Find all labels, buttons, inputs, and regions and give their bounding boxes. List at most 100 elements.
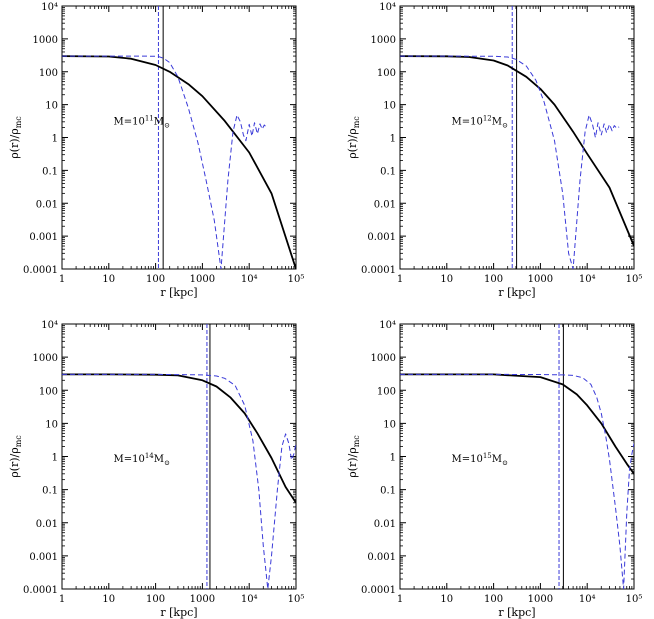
annot-sun-symbol: ⊙: [164, 459, 170, 467]
y-tick-label: 0.1: [42, 486, 58, 497]
y-axis-label: ρ(r)/ρmc: [346, 116, 361, 159]
y-tick-label: 10⁴: [379, 320, 396, 331]
series-dashed-line: [400, 55, 620, 269]
annot-unit: M: [492, 116, 502, 127]
y-axis-label-main: ρ(r)/ρ: [346, 447, 359, 477]
y-tick-label: 1: [52, 134, 58, 145]
annot-prefix: M=10: [451, 116, 482, 127]
y-tick-label: 1: [390, 453, 396, 464]
y-axis-label: ρ(r)/ρmc: [346, 435, 361, 478]
y-tick-label: 1: [390, 134, 396, 145]
annot-prefix: M=10: [113, 116, 144, 127]
series-solid-line: [400, 55, 634, 247]
y-tick-label: 0.01: [36, 199, 58, 210]
y-tick-label: 0.001: [29, 232, 58, 243]
y-tick-label: 100: [39, 68, 58, 79]
annot-unit: M: [154, 454, 164, 465]
series-dashed-line: [400, 373, 634, 589]
y-tick-label: 0.1: [380, 166, 396, 177]
x-tick-label: 1000: [190, 274, 215, 285]
x-tick-label: 10: [102, 274, 115, 285]
chart-panel-top-right: 1 10 100 1000 10⁴ 10⁵ 0.0001 0.001 0.01 0.1 1 10 100…: [346, 2, 642, 299]
annot-exponent: 11: [145, 114, 154, 122]
plot-frame: [399, 323, 635, 590]
series-dashed-line: [62, 55, 267, 269]
y-axis-label-main: ρ(r)/ρ: [346, 128, 359, 158]
series-solid-line: [62, 373, 296, 504]
y-tick-label: 0.0001: [361, 265, 396, 276]
chart-panel-bottom-right: 1 10 100 1000 10⁴ 10⁵ 0.0001 0.001 0.01 0.1 1 10 100…: [346, 320, 642, 619]
y-tick-label: 10⁴: [379, 2, 396, 13]
y-axis-label-sub: mc: [352, 435, 361, 448]
x-tick-label: 10⁴: [579, 274, 596, 285]
x-tick-label: 100: [484, 594, 503, 605]
annot-exponent: 15: [483, 452, 492, 460]
y-axis-label-sub: mc: [14, 435, 23, 448]
mass-annotation: M=1015M⊙: [451, 452, 508, 467]
chart-panel-bottom-left: 1 10 100 1000 10⁴ 10⁵ 0.0001 0.001 0.01 0.1 1 10 100…: [8, 320, 304, 619]
annot-sun-symbol: ⊙: [502, 121, 508, 129]
x-tick-label: 10⁵: [288, 594, 305, 605]
x-tick-label: 10⁵: [626, 594, 643, 605]
y-axis-label-main: ρ(r)/ρ: [8, 128, 21, 158]
x-tick-label: 10⁴: [579, 594, 596, 605]
x-tick-label: 100: [146, 274, 165, 285]
x-tick-label: 10: [102, 594, 115, 605]
y-tick-label: 0.01: [374, 519, 396, 530]
y-tick-label: 100: [377, 386, 396, 397]
x-axis-label: r [kpc]: [498, 606, 535, 619]
mass-annotation: M=1014M⊙: [113, 452, 170, 467]
x-tick-label: 10⁵: [626, 274, 643, 285]
x-axis-label: r [kpc]: [160, 606, 197, 619]
x-tick-label: 1000: [528, 594, 553, 605]
y-tick-label: 10: [383, 101, 396, 112]
annot-prefix: M=10: [113, 454, 144, 465]
y-tick-label: 0.1: [380, 486, 396, 497]
x-tick-label: 10⁵: [288, 274, 305, 285]
y-tick-label: 1: [52, 453, 58, 464]
y-tick-label: 0.01: [374, 199, 396, 210]
y-tick-label: 1000: [371, 353, 396, 364]
mass-annotation: M=1012M⊙: [451, 114, 508, 129]
y-axis-label-sub: mc: [352, 116, 361, 129]
annot-unit: M: [154, 116, 164, 127]
y-tick-label: 10: [45, 101, 58, 112]
y-tick-label: 0.1: [42, 166, 58, 177]
annot-exponent: 12: [483, 114, 492, 122]
y-tick-label: 0.0001: [23, 585, 58, 596]
series-solid-line: [62, 55, 296, 269]
y-axis-label-sub: mc: [14, 116, 23, 129]
y-tick-label: 100: [377, 68, 396, 79]
y-tick-label: 1000: [371, 35, 396, 46]
x-axis-label: r [kpc]: [498, 286, 535, 299]
y-tick-label: 0.001: [367, 552, 396, 563]
y-tick-label: 0.001: [29, 552, 58, 563]
y-axis-label-main: ρ(r)/ρ: [8, 447, 21, 477]
y-tick-label: 0.01: [36, 519, 58, 530]
y-axis-label: ρ(r)/ρmc: [8, 435, 23, 478]
annot-unit: M: [492, 454, 502, 465]
annot-exponent: 14: [145, 452, 154, 460]
y-tick-label: 0.001: [367, 232, 396, 243]
x-axis-label: r [kpc]: [160, 286, 197, 299]
x-tick-label: 1000: [190, 594, 215, 605]
y-tick-label: 1000: [33, 35, 58, 46]
x-tick-label: 10: [440, 274, 453, 285]
x-tick-label: 10: [440, 594, 453, 605]
y-tick-label: 0.0001: [361, 585, 396, 596]
y-tick-label: 100: [39, 386, 58, 397]
x-tick-label: 1: [397, 594, 403, 605]
y-tick-label: 0.0001: [23, 265, 58, 276]
x-tick-label: 1: [59, 274, 65, 285]
y-tick-label: 10: [45, 419, 58, 430]
y-tick-label: 10⁴: [41, 2, 58, 13]
plot-frame: [61, 5, 297, 270]
series-dashed-line: [62, 373, 296, 589]
y-tick-label: 1000: [33, 353, 58, 364]
y-tick-label: 10⁴: [41, 320, 58, 331]
x-tick-label: 100: [484, 274, 503, 285]
annot-sun-symbol: ⊙: [502, 459, 508, 467]
x-tick-label: 1: [397, 274, 403, 285]
annot-prefix: M=10: [451, 454, 482, 465]
